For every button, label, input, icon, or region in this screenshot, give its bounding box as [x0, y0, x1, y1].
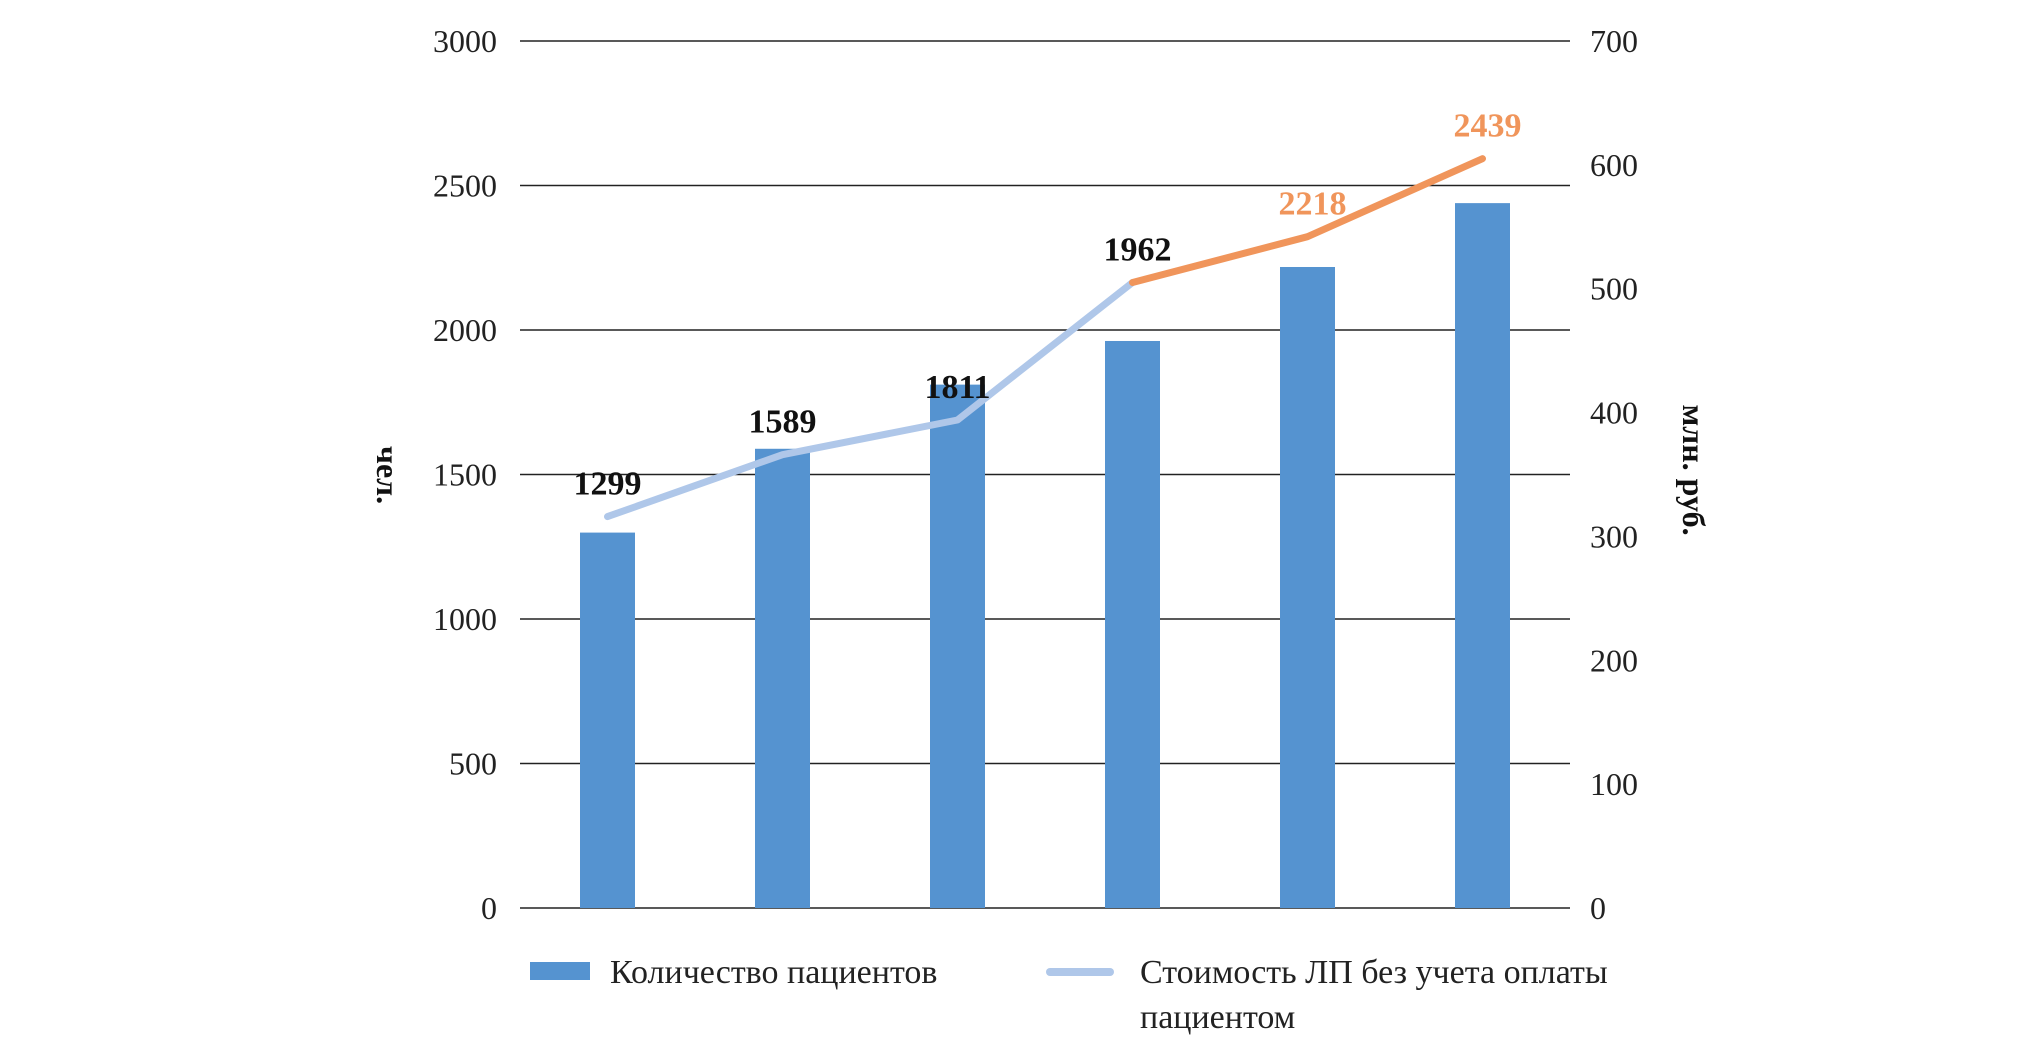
- bar: [580, 532, 635, 908]
- grid-lines: [520, 40, 1570, 909]
- data-label: 1589: [749, 404, 817, 441]
- bar: [1455, 203, 1510, 908]
- legend-line-label-continued: пациентом: [1140, 999, 1295, 1036]
- legend-bar-label: Количество пациентов: [610, 954, 937, 991]
- left-tick-label: 1000: [433, 601, 497, 637]
- line-segment-highlight: [1129, 155, 1486, 287]
- legend: Количество пациентов Стоимость ЛП без уч…: [530, 954, 1608, 1036]
- right-tick-label: 700: [1590, 23, 1638, 59]
- bar: [1105, 340, 1160, 908]
- line-segment: [604, 279, 1136, 521]
- right-tick-label: 500: [1590, 271, 1638, 307]
- right-tick-label: 200: [1590, 642, 1638, 678]
- data-label: 1299: [574, 466, 642, 503]
- data-label: 2218: [1279, 186, 1347, 223]
- right-axis-title: млн. руб.: [1676, 404, 1712, 535]
- left-tick-label: 3000: [433, 23, 497, 59]
- bar-series: [580, 203, 1510, 909]
- left-tick-label: 2500: [433, 168, 497, 204]
- legend-line-label: Стоимость ЛП без учета оплаты: [1140, 954, 1608, 991]
- left-tick-label: 1500: [433, 457, 497, 493]
- data-label: 1962: [1104, 232, 1172, 269]
- bar: [755, 448, 810, 908]
- data-label: 2439: [1454, 108, 1522, 145]
- right-axis-ticks: 0 100 200 300 400 500 600 700: [1590, 23, 1638, 926]
- right-tick-label: 0: [1590, 890, 1606, 926]
- right-tick-label: 400: [1590, 395, 1638, 431]
- left-tick-label: 2000: [433, 312, 497, 348]
- line-series: [604, 155, 1486, 521]
- left-tick-label: 500: [449, 746, 497, 782]
- right-tick-label: 100: [1590, 766, 1638, 802]
- legend-bar-swatch: [530, 962, 590, 980]
- right-tick-label: 600: [1590, 147, 1638, 183]
- data-labels: 1299 1589 1811 1962 2218 2439: [574, 108, 1522, 503]
- bar: [930, 384, 985, 909]
- right-tick-label: 300: [1590, 518, 1638, 554]
- bar: [1280, 266, 1335, 908]
- left-axis-title: чел.: [370, 446, 406, 504]
- left-axis-ticks: 0 500 1000 1500 2000 2500 3000: [433, 23, 497, 926]
- left-tick-label: 0: [481, 890, 497, 926]
- data-label: 1811: [924, 369, 990, 406]
